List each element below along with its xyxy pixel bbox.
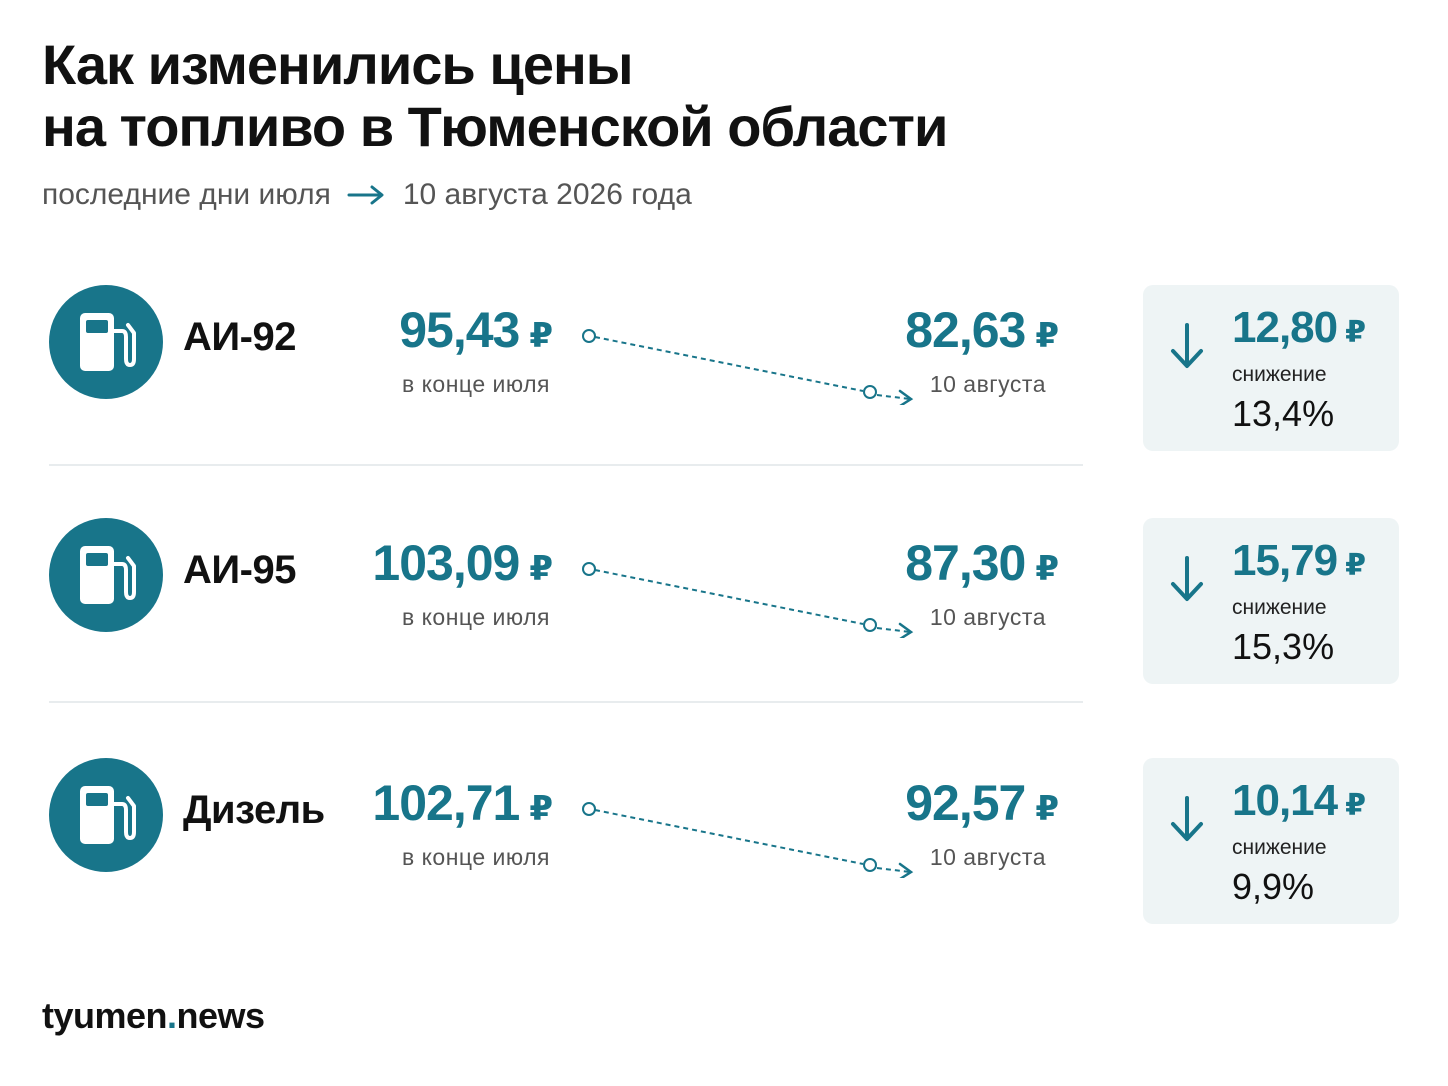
change-percent: 15,3% bbox=[1232, 626, 1335, 667]
new-price-caption: 10 августа bbox=[929, 371, 1046, 397]
change-percent: 9,9% bbox=[1232, 866, 1315, 907]
fuel-pump-icon bbox=[49, 518, 163, 632]
trend-connector bbox=[582, 802, 914, 878]
subtitle: последние дни июля 10 августа 2026 года bbox=[42, 175, 692, 215]
fuel-pump-icon bbox=[49, 285, 163, 399]
change-label: снижение bbox=[1232, 596, 1327, 619]
fuel-name: АИ-92 bbox=[183, 315, 296, 359]
arrow-down-icon bbox=[1171, 796, 1203, 841]
trend-connector bbox=[582, 329, 914, 405]
change-card: 12,80 ₽ снижение 13,4% bbox=[1143, 285, 1399, 451]
change-label: снижение bbox=[1232, 836, 1327, 859]
divider bbox=[49, 701, 1083, 703]
old-price-caption: в конце июля bbox=[402, 371, 550, 397]
old-price-caption: в конце июля bbox=[402, 844, 550, 870]
change-card: 15,79 ₽ снижение 15,3% bbox=[1143, 518, 1399, 684]
fuel-row-diesel: Дизель 102,71 ₽ в конце июля 92,57 ₽ 10 ав… bbox=[0, 758, 1448, 928]
brand-logo: tyumen.news bbox=[42, 995, 265, 1036]
old-price: 102,71 ₽ bbox=[372, 775, 553, 831]
new-price-caption: 10 августа bbox=[929, 844, 1046, 870]
change-amount: 10,14 ₽ bbox=[1232, 776, 1366, 825]
new-price-caption: 10 августа bbox=[929, 604, 1046, 630]
change-amount: 15,79 ₽ bbox=[1232, 536, 1366, 585]
new-price: 87,30 ₽ bbox=[905, 535, 1059, 591]
change-card: 10,14 ₽ снижение 9,9% bbox=[1143, 758, 1399, 924]
arrow-down-icon bbox=[1171, 556, 1203, 601]
change-label: снижение bbox=[1232, 363, 1327, 386]
fuel-row-ai95: АИ-95 103,09 ₽ в конце июля 87,30 ₽ 10 авг… bbox=[0, 518, 1448, 688]
fuel-pump-icon bbox=[49, 758, 163, 872]
change-amount: 12,80 ₽ bbox=[1232, 303, 1366, 352]
arrow-right-icon bbox=[347, 185, 384, 205]
fuel-row-ai92: АИ-92 95,43 ₽ в конце июля 82,63 ₽ 10 авгу… bbox=[0, 285, 1448, 455]
old-price: 95,43 ₽ bbox=[399, 302, 553, 358]
old-price: 103,09 ₽ bbox=[372, 535, 553, 591]
page-title: Как изменились цены на топливо в Тюменск… bbox=[42, 34, 1142, 158]
new-price: 82,63 ₽ bbox=[905, 302, 1059, 358]
fuel-name: Дизель bbox=[183, 788, 325, 832]
subtitle-from: последние дни июля bbox=[42, 178, 331, 211]
new-price: 92,57 ₽ bbox=[905, 775, 1059, 831]
change-percent: 13,4% bbox=[1232, 393, 1335, 434]
subtitle-to: 10 августа 2026 года bbox=[402, 178, 692, 211]
title-line-2: на топливо в Тюменской области bbox=[42, 95, 948, 158]
arrow-down-icon bbox=[1171, 323, 1203, 368]
old-price-caption: в конце июля bbox=[402, 604, 550, 630]
divider bbox=[49, 464, 1083, 466]
fuel-name: АИ-95 bbox=[183, 548, 296, 592]
title-line-1: Как изменились цены bbox=[42, 33, 634, 96]
trend-connector bbox=[582, 562, 914, 638]
